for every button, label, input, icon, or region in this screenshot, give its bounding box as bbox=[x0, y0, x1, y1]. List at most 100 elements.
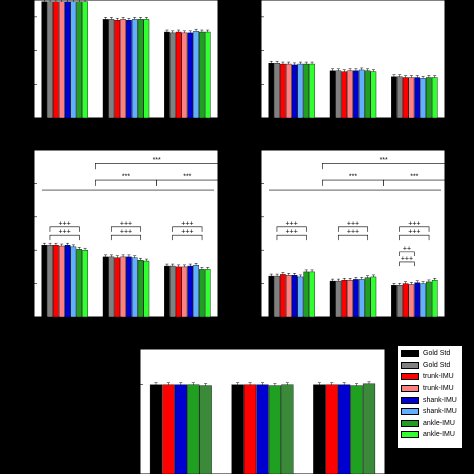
chart-4-bar bbox=[391, 285, 397, 318]
chart-5-bar bbox=[199, 385, 212, 474]
chart-4-bracket-label: *** bbox=[410, 174, 418, 181]
chart-2-bar bbox=[431, 77, 438, 119]
chart-2-bar bbox=[358, 69, 365, 119]
chart-3-bar bbox=[47, 244, 53, 318]
chart-2-bar bbox=[297, 63, 304, 119]
chart-3-ytick-label: 1.6 bbox=[21, 181, 31, 188]
chart-3-bar bbox=[199, 269, 205, 318]
chart-4-xtick-label: slow bbox=[285, 321, 300, 328]
chart-4-bracket bbox=[276, 234, 307, 241]
chart-1-bar bbox=[70, 1, 77, 119]
legend: Gold Std Gold Std trunk-IMU trunk-IMU shank-… bbox=[397, 345, 463, 449]
chart-5-bar bbox=[256, 384, 269, 474]
chart-4-bracket-label: +++ bbox=[408, 229, 420, 236]
chart-3-bar bbox=[193, 265, 199, 318]
chart-2-bar bbox=[396, 76, 403, 119]
chart-1-ytick-label: 0.8 bbox=[21, 48, 31, 55]
legend-label: ankle-IMU bbox=[423, 431, 455, 439]
chart-2-bar bbox=[303, 63, 310, 119]
chart-2-bar bbox=[335, 70, 342, 119]
chart-1-ylabel: t (s) bbox=[9, 53, 16, 65]
chart-4-bar bbox=[426, 281, 432, 318]
chart-3-ylabel: t (s) bbox=[9, 227, 16, 239]
chart-4-bar bbox=[402, 283, 409, 318]
chart-1-xtick-label: slow bbox=[58, 122, 73, 129]
chart-5-bar bbox=[313, 384, 326, 474]
legend-swatch bbox=[401, 350, 419, 358]
chart-3-bracket bbox=[172, 234, 203, 241]
chart-4-bracket-label: *** bbox=[380, 157, 388, 164]
legend-label: trunk-IMU bbox=[423, 385, 454, 393]
chart-1-bar bbox=[193, 30, 199, 119]
chart-3-bracket-label: +++ bbox=[120, 220, 132, 227]
chart-3-xtick-label: normal bbox=[115, 321, 137, 328]
chart-4-bar bbox=[414, 282, 421, 318]
chart-1-bar bbox=[169, 32, 176, 119]
chart-2-bar bbox=[426, 77, 432, 119]
chart-3-bar bbox=[58, 245, 65, 318]
chart-4-ytick-label: 1.2 bbox=[248, 214, 258, 221]
chart-5-bar bbox=[350, 385, 363, 474]
chart-4-bar bbox=[303, 271, 310, 318]
chart-2-bar bbox=[291, 64, 298, 119]
chart-4-bracket bbox=[337, 226, 369, 232]
chart-5-bar bbox=[231, 384, 244, 474]
chart-4-bar bbox=[285, 275, 292, 318]
chart-3-bracket bbox=[49, 234, 80, 241]
chart-3-bar bbox=[187, 265, 194, 318]
chart-4-ytick-label: 0.8 bbox=[248, 248, 258, 255]
chart-4-bracket bbox=[276, 226, 307, 232]
chart-4-plot-area bbox=[260, 149, 446, 318]
chart-4-bracket bbox=[337, 234, 369, 241]
legend-label: shank-IMU bbox=[423, 396, 457, 404]
chart-4-bar bbox=[329, 280, 336, 318]
chart-4-xtick-label: fast bbox=[409, 321, 420, 328]
chart-3-bar bbox=[131, 257, 138, 318]
chart-4-bar bbox=[364, 277, 371, 318]
chart-1-bar bbox=[126, 20, 132, 119]
chart-3-bracket-label: +++ bbox=[181, 229, 193, 236]
chart-3-bar bbox=[137, 260, 144, 318]
chart-2-ytick-label: 1.2 bbox=[248, 14, 258, 21]
chart-4-bar bbox=[274, 275, 280, 318]
chart-4-bar bbox=[358, 279, 365, 318]
chart-3-bar bbox=[169, 265, 176, 318]
chart-4-bar bbox=[408, 284, 415, 318]
legend-swatch bbox=[401, 431, 419, 439]
chart-2-bar bbox=[391, 76, 397, 119]
chart-3-xtick-label: fast bbox=[182, 321, 193, 328]
chart-5-bar bbox=[338, 384, 351, 474]
chart-4-bar bbox=[347, 280, 353, 318]
legend-entry: shank-IMU bbox=[401, 406, 459, 418]
chart-1-plot-area bbox=[33, 0, 219, 119]
chart-4-bracket bbox=[399, 226, 430, 232]
chart-2-bar bbox=[364, 70, 371, 119]
chart-1-bar bbox=[137, 19, 144, 119]
chart-2-plot-area bbox=[260, 0, 446, 119]
chart-5-bar bbox=[281, 384, 294, 474]
chart-1-bar bbox=[82, 1, 88, 119]
chart-2-bar bbox=[280, 63, 286, 119]
chart-4-bracket-label: ++ bbox=[403, 245, 411, 252]
chart-3-bar bbox=[164, 265, 170, 318]
chart-2-bar bbox=[285, 63, 292, 119]
chart-5-ytick-label: 1 bbox=[133, 382, 137, 389]
chart-5-bar bbox=[149, 384, 163, 474]
chart-3-bracket bbox=[156, 179, 219, 186]
legend-swatch bbox=[401, 396, 419, 404]
chart-1-bar bbox=[41, 1, 48, 119]
chart-4-bracket-label: +++ bbox=[286, 229, 298, 236]
chart-3-xtick-label: slow bbox=[58, 321, 73, 328]
chart-2-bar bbox=[402, 77, 409, 119]
chart-4-bar bbox=[268, 275, 275, 318]
legend-label: shank-IMU bbox=[423, 408, 457, 416]
chart-1-bar bbox=[76, 1, 83, 119]
chart-3-bar bbox=[70, 246, 77, 318]
chart-2-ytick-label: 0.8 bbox=[248, 48, 258, 55]
chart-4-bracket-label: *** bbox=[349, 174, 357, 181]
legend-swatch bbox=[401, 385, 419, 393]
chart-1-bar bbox=[204, 31, 211, 119]
chart-2-bar bbox=[347, 70, 353, 119]
chart-4-bracket-label: +++ bbox=[408, 220, 420, 227]
legend-entry: Gold Std bbox=[401, 360, 459, 372]
